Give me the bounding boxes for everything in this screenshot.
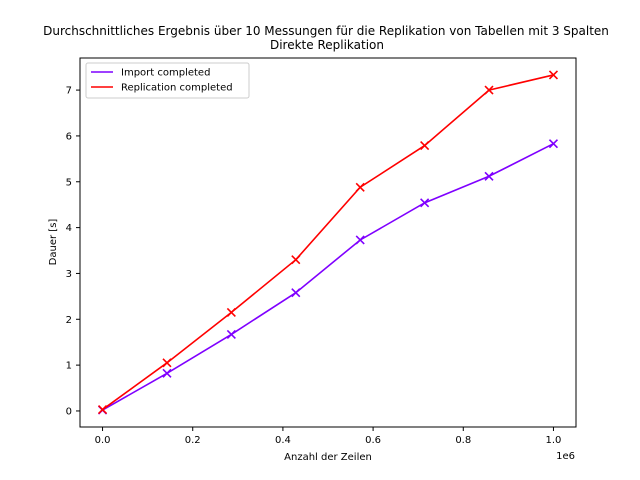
series-line (102, 74, 554, 411)
legend-label: Import completed (121, 68, 210, 79)
y-tick-label: 0 (66, 406, 72, 417)
y-axis: 0 1 2 3 4 5 6 7 (66, 86, 80, 417)
axes-frame (79, 57, 577, 428)
data-point (97, 405, 108, 415)
data-point (291, 288, 301, 298)
y-axis-label: Dauer [s] (48, 219, 59, 266)
legend-label: Replication completed (121, 83, 233, 94)
x-tick-label: 1.0 (546, 435, 562, 446)
data-point (162, 368, 172, 378)
data-point (548, 70, 559, 80)
y-tick-label: 1 (66, 361, 72, 372)
data-point (420, 198, 430, 208)
data-point (291, 255, 301, 265)
x-tick-label: 0.0 (95, 435, 111, 446)
chart-subtitle: Direkte Replikation (270, 38, 384, 52)
legend-box (85, 62, 250, 99)
y-tick-label: 7 (66, 86, 72, 97)
y-tick-label: 3 (66, 269, 72, 280)
data-point (226, 329, 236, 339)
y-tick-label: 2 (66, 315, 72, 326)
series-line (102, 143, 554, 411)
y-tick-label: 6 (66, 131, 72, 142)
plot-area (97, 70, 559, 415)
x-tick-label: 0.8 (455, 435, 471, 446)
data-point (355, 182, 365, 192)
y-tick-label: 5 (66, 177, 72, 188)
data-point (548, 139, 559, 149)
data-point (420, 140, 430, 151)
series-1 (97, 70, 559, 415)
x-axis: 0.0 0.2 0.4 0.6 0.8 1.0 (95, 427, 562, 446)
chart-title: Durchschnittliches Ergebnis über 10 Mess… (43, 24, 609, 38)
x-tick-label: 0.6 (365, 435, 381, 446)
data-point (226, 307, 236, 317)
legend: Import completed Replication completed (85, 62, 250, 99)
data-point (162, 358, 172, 368)
x-tick-label: 0.2 (185, 435, 201, 446)
data-point (484, 85, 494, 95)
data-point (484, 171, 494, 181)
y-tick-label: 4 (66, 223, 72, 234)
data-point (355, 235, 365, 245)
x-axis-label: Anzahl der Zeilen (284, 452, 372, 463)
x-axis-offset-label: 1e6 (556, 451, 575, 462)
series-0 (97, 139, 559, 415)
x-tick-label: 0.4 (275, 435, 291, 446)
